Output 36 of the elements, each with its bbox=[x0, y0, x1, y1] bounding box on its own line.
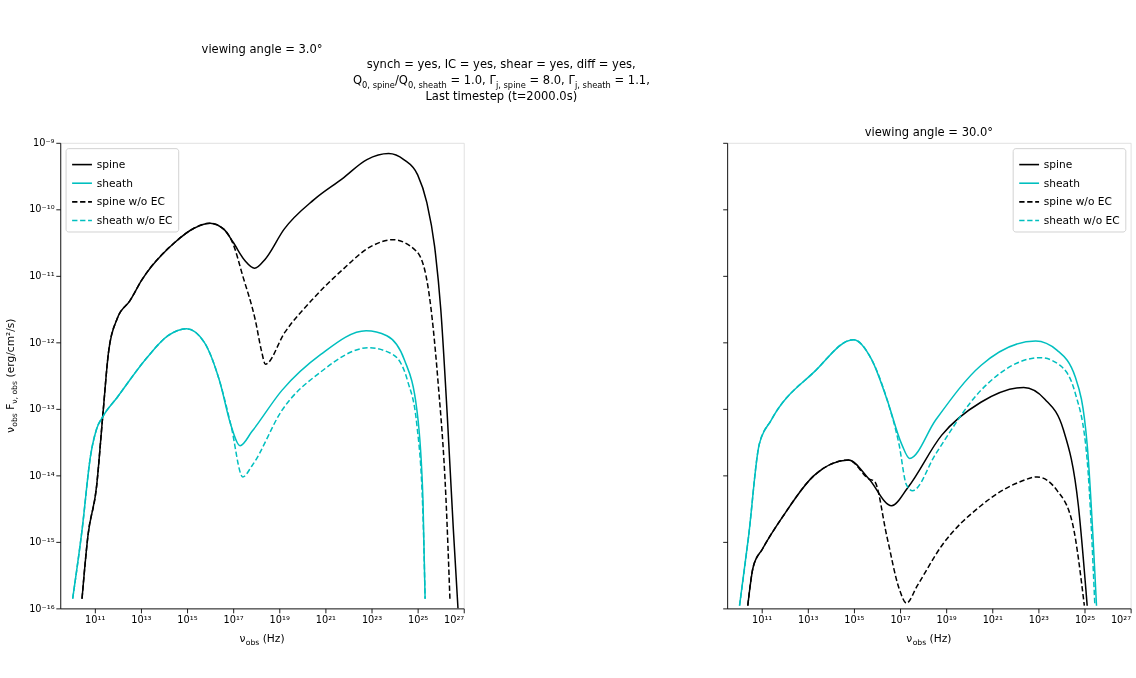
x-tick-label: 10²³ bbox=[361, 614, 383, 626]
legend-label: spine bbox=[96, 158, 126, 172]
x-tick-label: 10¹⁹ bbox=[936, 614, 957, 626]
x-tick-label: 10¹³ bbox=[131, 614, 152, 626]
legend-label: sheath bbox=[96, 176, 133, 190]
legend-label: sheath bbox=[1043, 176, 1080, 190]
y-tick-label: 10⁻¹⁴ bbox=[29, 469, 55, 481]
chart-title: viewing angle = 3.0° bbox=[201, 42, 323, 57]
legend-label: spine w/o EC bbox=[1043, 195, 1112, 209]
legend-label: spine w/o EC bbox=[96, 195, 165, 209]
legend-label: sheath w/o EC bbox=[96, 214, 173, 228]
x-tick-label: 10¹⁵ bbox=[844, 614, 865, 626]
y-tick-label: 10⁻¹³ bbox=[29, 403, 55, 415]
legend-label: sheath w/o EC bbox=[1043, 214, 1120, 228]
x-tick-label: 10²⁵ bbox=[408, 614, 429, 626]
x-tick-label: 10²³ bbox=[1028, 614, 1050, 626]
y-tick-label: 10⁻¹⁰ bbox=[29, 203, 55, 215]
x-tick-label: 10²¹ bbox=[982, 614, 1003, 626]
x-tick-label: 10¹⁹ bbox=[269, 614, 290, 626]
x-tick-label: 10¹¹ bbox=[85, 614, 106, 626]
x-tick-label: 10¹¹ bbox=[751, 614, 773, 626]
chart-title: viewing angle = 30.0° bbox=[864, 125, 994, 140]
y-tick-label: 10⁻¹⁵ bbox=[29, 536, 55, 548]
y-tick-label: 10⁻¹² bbox=[29, 336, 55, 348]
x-tick-label: 10¹⁷ bbox=[890, 614, 911, 626]
y-tick-label: 10⁻¹⁶ bbox=[29, 602, 55, 614]
x-tick-label: 10²⁵ bbox=[1074, 614, 1096, 626]
x-tick-label: 10¹⁷ bbox=[223, 614, 244, 626]
x-tick-label: 10²⁷ bbox=[444, 614, 465, 626]
x-tick-label: 10¹⁵ bbox=[177, 614, 198, 626]
x-tick-label: 10¹³ bbox=[798, 614, 819, 626]
legend-label: spine bbox=[1043, 158, 1073, 172]
x-tick-label: 10²⁷ bbox=[1110, 614, 1132, 626]
y-tick-label: 10⁻⁹ bbox=[33, 136, 55, 148]
x-tick-label: 10²¹ bbox=[315, 614, 337, 626]
y-tick-label: 10⁻¹¹ bbox=[29, 269, 55, 281]
